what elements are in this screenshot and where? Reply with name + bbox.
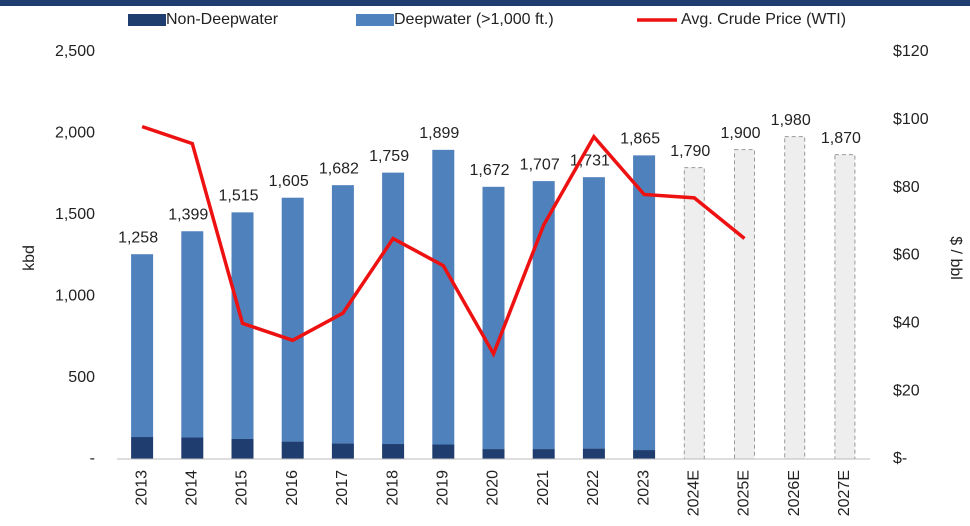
y-tick-label: - (90, 450, 95, 467)
bar-segment (231, 212, 254, 439)
bar-segment (532, 181, 555, 450)
bar-segment (281, 197, 304, 442)
bar-segment (633, 450, 656, 459)
y-tick-label: 2,500 (55, 43, 95, 60)
data-label: 1,865 (620, 131, 660, 148)
legend-swatch (356, 14, 394, 26)
bar-segment (633, 155, 656, 451)
bar-segment (382, 172, 405, 445)
data-label: 1,707 (520, 156, 560, 173)
x-tick-label: 2016 (284, 470, 301, 506)
data-label: 1,759 (369, 148, 409, 165)
y-axis-title: kbd (21, 245, 38, 271)
forecast-bar (683, 167, 705, 460)
y-tick-label: 1,000 (55, 287, 95, 304)
y2-tick-label: $100 (893, 111, 929, 128)
y2-tick-label: $20 (893, 382, 920, 399)
y-tick-label: 500 (68, 369, 95, 386)
bar-segment (382, 444, 405, 459)
legend-swatch (128, 14, 166, 26)
x-tick-label: 2027E (836, 470, 853, 516)
y2-tick-label: $40 (893, 315, 920, 332)
x-tick-label: 2024E (686, 470, 703, 516)
bar-segment (331, 443, 354, 459)
x-tick-label: 2017 (334, 470, 351, 506)
x-tick-label: 2013 (133, 470, 150, 506)
data-label: 1,980 (771, 112, 811, 129)
forecast-bar (834, 154, 856, 460)
price-line (141, 124, 746, 358)
x-tick-label: 2014 (184, 470, 201, 506)
x-tick-label: 2023 (635, 470, 652, 506)
forecast-bar (734, 149, 755, 460)
x-tick-label: 2025E (736, 470, 753, 516)
x-tick-label: 2018 (384, 470, 401, 506)
data-label: 1,515 (218, 188, 258, 205)
legend-label: Non-Deepwater (166, 11, 279, 28)
bar-segment (482, 449, 505, 459)
bar-segment (231, 438, 254, 459)
bar-segment (432, 149, 455, 445)
y2-axis-title: $ / bbl (947, 236, 964, 280)
top-bar (0, 0, 970, 6)
y2-tick-label: $60 (893, 247, 920, 264)
y2-tick-label: $120 (893, 43, 929, 60)
data-label: 1,258 (118, 229, 158, 246)
data-label: 1,899 (419, 125, 459, 142)
y2-tick-label: $80 (893, 179, 920, 196)
bar-segment (432, 444, 455, 459)
bar-segment (482, 186, 505, 450)
data-label: 1,870 (821, 130, 861, 147)
bar-segment (131, 254, 154, 438)
bar-segment (181, 437, 204, 459)
data-label: 1,790 (670, 143, 710, 160)
forecast-bar (784, 136, 806, 460)
x-tick-label: 2015 (234, 470, 251, 506)
bar-segment (281, 441, 304, 459)
x-tick-label: 2020 (485, 470, 502, 506)
legend-label: Avg. Crude Price (WTI) (681, 11, 846, 28)
data-label: 1,399 (168, 206, 208, 223)
data-label: 1,682 (319, 160, 359, 177)
data-label: 1,605 (269, 173, 309, 190)
x-tick-label: 2019 (435, 470, 452, 506)
x-tick-label: 2026E (786, 470, 803, 516)
bar-segment (131, 437, 154, 459)
y-tick-label: 1,500 (55, 206, 95, 223)
data-label: 1,731 (570, 152, 610, 169)
x-tick-label: 2022 (585, 470, 602, 506)
y2-tick-label: $- (893, 450, 907, 467)
data-label: 1,900 (720, 125, 760, 142)
bar-segment (582, 177, 605, 449)
x-tick-label: 2021 (535, 470, 552, 506)
y-tick-label: 2,000 (55, 125, 95, 142)
bar-segment (181, 231, 204, 438)
data-label: 1,672 (469, 162, 509, 179)
bar-segment (532, 449, 555, 459)
legend-label: Deepwater (>1,000 ft.) (394, 11, 554, 28)
bar-segment (582, 448, 605, 459)
